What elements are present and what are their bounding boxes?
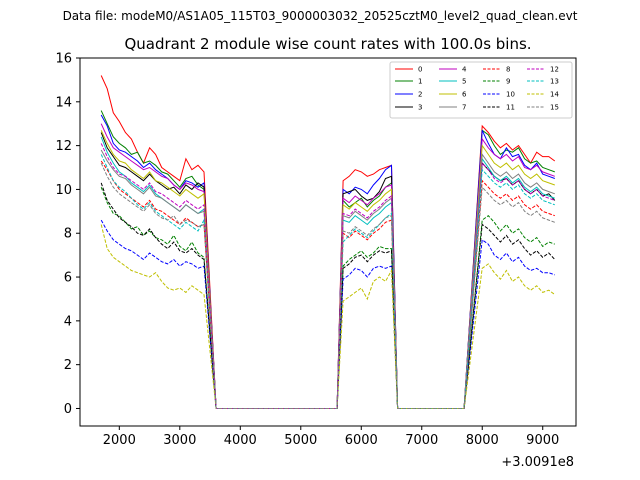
legend-label-8: 8 (506, 66, 510, 74)
legend-label-2: 2 (418, 91, 422, 99)
y-tick-label: 6 (64, 271, 72, 286)
legend-label-14: 14 (550, 91, 559, 99)
legend-label-1: 1 (418, 78, 422, 86)
series-line-10 (100, 219, 555, 409)
legend-label-6: 6 (462, 91, 467, 99)
x-offset-label: +3.0091e8 (501, 455, 574, 470)
y-tick-label: 16 (55, 52, 72, 67)
series-line-9 (100, 187, 555, 409)
legend-label-9: 9 (506, 78, 510, 86)
series-line-8 (100, 160, 555, 409)
suptitle: Data file: modeM0/AS1A05_115T03_90000030… (63, 9, 578, 23)
legend-label-10: 10 (506, 91, 515, 99)
x-tick-label: 4000 (224, 433, 257, 448)
series-line-13 (100, 154, 555, 409)
series-line-1 (100, 110, 555, 409)
legend-label-5: 5 (462, 78, 466, 86)
legend-label-4: 4 (462, 66, 467, 74)
series-line-14 (100, 224, 556, 409)
x-axis: 2000 3000 4000 5000 6000 7000 8000 9000 (103, 426, 559, 448)
x-tick-label: 3000 (163, 433, 196, 448)
chart-title: Quadrant 2 module wise count rates with … (124, 35, 531, 53)
y-tick-label: 2 (64, 358, 72, 373)
x-tick-label: 9000 (526, 433, 559, 448)
y-tick-label: 12 (55, 139, 72, 154)
x-tick-label: 8000 (466, 433, 499, 448)
x-tick-label: 6000 (345, 433, 378, 448)
legend-label-3: 3 (418, 104, 422, 112)
series-line-12 (100, 143, 555, 409)
legend-frame (389, 61, 573, 119)
series-line-4 (100, 123, 555, 409)
y-tick-label: 0 (64, 402, 72, 417)
legend-label-15: 15 (550, 104, 559, 112)
y-tick-label: 14 (55, 95, 72, 110)
x-tick-label: 5000 (284, 433, 317, 448)
y-tick-label: 10 (55, 183, 72, 198)
legend-label-0: 0 (418, 66, 422, 74)
legend-label-12: 12 (550, 66, 559, 74)
legend-label-11: 11 (506, 104, 515, 112)
x-tick-label: 7000 (405, 433, 438, 448)
x-tick-label: 2000 (103, 433, 136, 448)
y-tick-label: 4 (64, 314, 72, 329)
y-tick-label: 8 (64, 227, 72, 242)
legend-label-7: 7 (462, 104, 466, 112)
y-axis: 0 2 4 6 8 10 12 14 16 (55, 52, 80, 417)
plot-lines (100, 75, 556, 409)
series-line-2 (100, 114, 555, 409)
series-line-6 (100, 130, 555, 409)
plot-frame (79, 57, 577, 427)
series-line-5 (100, 136, 555, 409)
legend-label-13: 13 (550, 78, 559, 86)
